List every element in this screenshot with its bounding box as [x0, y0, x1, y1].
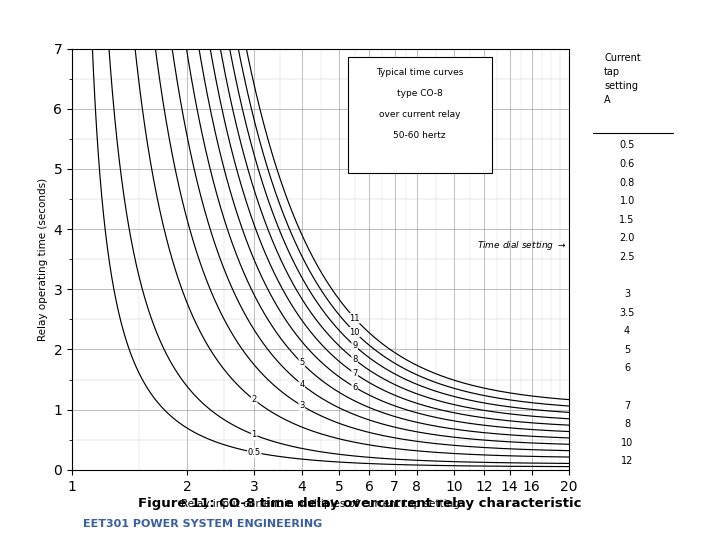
- Text: 10: 10: [349, 328, 360, 336]
- Text: 3.5: 3.5: [619, 308, 635, 318]
- Text: 10: 10: [621, 438, 634, 448]
- Text: Figure 11: CO-8 time delay overcurrent relay characteristic: Figure 11: CO-8 time delay overcurrent r…: [138, 497, 582, 510]
- X-axis label: Relay input current in multiples of current tap setting: Relay input current in multiples of curr…: [181, 499, 460, 509]
- Text: 11: 11: [349, 314, 360, 323]
- Text: 5: 5: [624, 345, 630, 355]
- Text: 8: 8: [624, 419, 630, 429]
- Text: Typical time curves: Typical time curves: [376, 68, 464, 77]
- Text: Time dial setting $\rightarrow$: Time dial setting $\rightarrow$: [477, 239, 566, 253]
- Text: 75: 75: [21, 516, 40, 530]
- Text: 4: 4: [300, 380, 305, 389]
- Text: 1: 1: [251, 430, 257, 440]
- Text: 7: 7: [352, 369, 357, 378]
- Text: type CO-8: type CO-8: [397, 89, 443, 98]
- Text: 1.5: 1.5: [619, 215, 635, 225]
- Text: 0.8: 0.8: [619, 178, 635, 187]
- Text: Current
tap
setting
A: Current tap setting A: [604, 53, 641, 105]
- Text: 0.5: 0.5: [248, 448, 261, 457]
- Text: 0.5: 0.5: [619, 140, 635, 151]
- Text: 7: 7: [624, 401, 630, 410]
- Text: 2.5: 2.5: [619, 252, 635, 262]
- Text: 6: 6: [352, 383, 357, 391]
- Text: over current relay: over current relay: [379, 110, 461, 119]
- Text: 50-60 hertz: 50-60 hertz: [393, 131, 446, 140]
- Text: 6: 6: [624, 363, 630, 374]
- Text: 2: 2: [251, 395, 257, 404]
- Text: 1.0: 1.0: [619, 196, 635, 206]
- Text: 4: 4: [624, 326, 630, 336]
- Text: 3: 3: [624, 289, 630, 299]
- Text: 0.6: 0.6: [619, 159, 635, 169]
- Text: 12: 12: [621, 456, 634, 467]
- Text: EET301 POWER SYSTEM ENGINEERING: EET301 POWER SYSTEM ENGINEERING: [83, 519, 322, 529]
- Y-axis label: Relay operating time (seconds): Relay operating time (seconds): [38, 178, 48, 341]
- Text: 9: 9: [352, 341, 357, 350]
- Text: 2.0: 2.0: [619, 233, 635, 244]
- FancyBboxPatch shape: [348, 57, 492, 173]
- Text: 3: 3: [299, 401, 305, 410]
- Text: 5: 5: [300, 359, 305, 367]
- Text: 8: 8: [352, 355, 357, 364]
